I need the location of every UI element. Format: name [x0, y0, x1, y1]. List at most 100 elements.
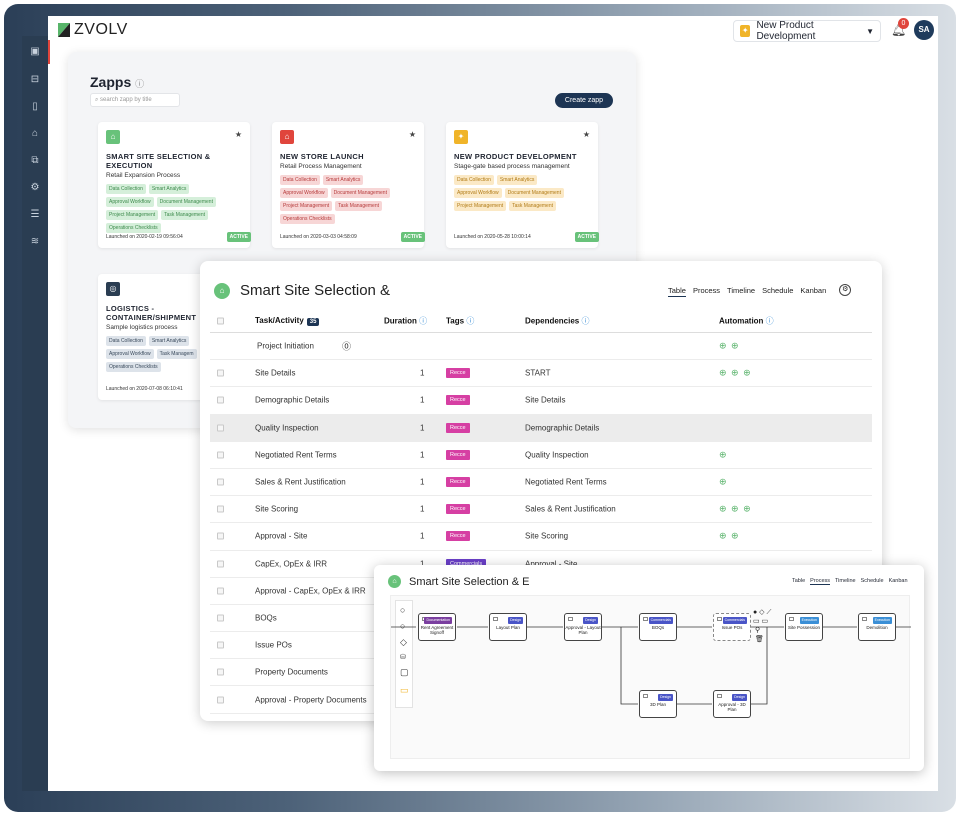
- row-checkbox[interactable]: [217, 424, 224, 432]
- card-title: NEW PRODUCT DEVELOPMENT: [454, 152, 577, 161]
- automation-icons[interactable]: ⊕ ⊕: [719, 340, 740, 351]
- process-node[interactable]: Design Approval - Layout Plan: [564, 613, 602, 641]
- clipboard-icon[interactable]: ▯: [32, 101, 38, 112]
- tab-kanban[interactable]: Kanban: [888, 578, 908, 584]
- tab-timeline[interactable]: Timeline: [835, 578, 856, 584]
- tab-process[interactable]: Process: [692, 286, 721, 295]
- row-checkbox[interactable]: [217, 587, 224, 595]
- zvolv-logo[interactable]: ZVOLV: [58, 21, 128, 39]
- table-row[interactable]: Negotiated Rent Terms 1 Recce Quality Inspe…: [210, 442, 872, 469]
- process-node[interactable]: Documentation Rent Agreement Signoff: [418, 613, 456, 641]
- select-all-checkbox[interactable]: [217, 317, 224, 325]
- col-duration: Duration ⓘ: [384, 316, 428, 326]
- row-checkbox[interactable]: [217, 396, 224, 404]
- card-title: SMART SITE SELECTION & EXECUTION: [106, 152, 211, 170]
- lock-icon[interactable]: ⌂: [31, 128, 39, 139]
- node-context-tools[interactable]: ● ◇ ⟋ ▭ ▭ ⚲ 🗑︎: [753, 609, 772, 643]
- row-checkbox[interactable]: [217, 478, 224, 486]
- process-node[interactable]: Design Layout Plan: [489, 613, 527, 641]
- tag: Approval Workflow: [106, 197, 154, 207]
- table-row[interactable]: Sales & Rent Justification 1 Recce Negotiat…: [210, 469, 872, 497]
- task-name: Demographic Details: [255, 395, 330, 405]
- dashboard-icon[interactable]: ▣: [30, 46, 40, 57]
- info-icon[interactable]: ⓘ: [135, 79, 145, 89]
- create-zapp-button[interactable]: Create zapp: [555, 93, 613, 108]
- start-event-icon[interactable]: ○: [400, 605, 406, 615]
- storage-icon[interactable]: ☰: [30, 209, 40, 220]
- process-node-selected[interactable]: Commercials Issue POs: [713, 613, 751, 641]
- row-checkbox[interactable]: [217, 641, 224, 649]
- zapp-card-smart-site[interactable]: ⌂ ★ SMART SITE SELECTION & EXECUTION Ret…: [98, 122, 251, 248]
- row-checkbox[interactable]: [217, 560, 224, 568]
- automation-icons[interactable]: ⊕ ⊕ ⊕: [719, 503, 752, 514]
- tab-kanban[interactable]: Kanban: [800, 286, 827, 295]
- table-row[interactable]: Site Scoring 1 Recce Sales & Rent Justifica…: [210, 496, 872, 524]
- end-event-icon[interactable]: ○: [400, 621, 406, 631]
- tab-schedule[interactable]: Schedule: [762, 286, 794, 295]
- help-icon[interactable]: ⓪: [342, 341, 352, 352]
- status-badge: ACTIVE: [400, 232, 425, 242]
- automation-icons[interactable]: ⊕ ⊕ ⊕: [719, 367, 752, 378]
- notification-bell[interactable]: 🔔︎ 0: [891, 18, 909, 39]
- process-canvas[interactable]: ○ ○ ◇ ⛁ ▢ ▭ Documentation Rent Agreemen: [390, 595, 911, 759]
- chevron-down-icon: ▼: [866, 26, 874, 36]
- tab-process[interactable]: Process: [810, 578, 831, 585]
- star-icon[interactable]: ★: [234, 130, 242, 139]
- tab-timeline[interactable]: Timeline: [727, 286, 756, 295]
- logo-text: ZVOLV: [74, 21, 128, 38]
- table-row[interactable]: Approval - Site 1 Recce Site Scoring ⊕ ⊕: [210, 523, 872, 551]
- zapp-card-new-store[interactable]: ⌂ ★ NEW STORE LAUNCH Retail Process Mana…: [272, 122, 425, 248]
- card-subtitle: Stage-gate based process management: [454, 163, 570, 170]
- annotation-icon[interactable]: ▭: [400, 685, 409, 695]
- inbox-icon[interactable]: ⊟: [30, 74, 40, 85]
- project-selector[interactable]: ✦ New Product Development ▼: [733, 20, 881, 42]
- gateway-icon[interactable]: ◇: [400, 637, 407, 647]
- task-name: CapEx, OpEx & IRR: [255, 559, 328, 569]
- process-node[interactable]: Execution Site Possession: [785, 613, 823, 641]
- table-row[interactable]: Demographic Details 1 Recce Site Details: [210, 387, 872, 415]
- row-checkbox[interactable]: [217, 532, 224, 540]
- row-checkbox[interactable]: [217, 505, 224, 513]
- automation-icons[interactable]: ⊕ ⊕: [719, 530, 740, 541]
- layers-icon[interactable]: ≋: [30, 236, 40, 247]
- process-node[interactable]: Commercials BOQs: [639, 613, 677, 641]
- process-node[interactable]: Design Approval - 3D Plan: [713, 690, 751, 718]
- row-checkbox[interactable]: [217, 668, 224, 676]
- table-row[interactable]: Site Details 1 Recce START ⊕ ⊕ ⊕: [210, 360, 872, 388]
- view-tabs: Table Process Timeline Schedule Kanban: [792, 578, 908, 585]
- copy-icon[interactable]: ⧉: [31, 155, 39, 166]
- table-row[interactable]: Quality Inspection 1 Recce Demographic Deta…: [210, 414, 872, 442]
- tab-schedule[interactable]: Schedule: [860, 578, 884, 584]
- task-shape-icon[interactable]: ▢: [400, 667, 409, 677]
- table-row[interactable]: Project Initiation ⓪ ⊕ ⊕: [210, 333, 872, 361]
- row-checkbox[interactable]: [217, 369, 224, 377]
- star-icon[interactable]: ★: [408, 130, 416, 139]
- process-node[interactable]: Execution Demolition: [858, 613, 896, 641]
- tab-table[interactable]: Table: [792, 578, 806, 584]
- tag: Approval Workflow: [280, 188, 328, 198]
- row-checkbox[interactable]: [217, 614, 224, 622]
- task-dependency: Site Scoring: [525, 531, 569, 541]
- zapp-card-new-product[interactable]: ✦ ★ NEW PRODUCT DEVELOPMENT Stage-gate b…: [446, 122, 599, 248]
- star-icon[interactable]: ★: [582, 130, 590, 139]
- task-tag: Recce: [446, 395, 470, 406]
- gear-icon[interactable]: ⚙: [839, 284, 852, 296]
- task-tag: Recce: [446, 449, 470, 460]
- tag: Task Managem: [156, 349, 197, 359]
- tab-table[interactable]: Table: [668, 286, 686, 297]
- col-tags: Tags ⓘ: [446, 316, 475, 326]
- row-checkbox[interactable]: [217, 451, 224, 459]
- data-store-icon[interactable]: ⛁: [400, 654, 406, 661]
- settings-icon[interactable]: ⚙: [30, 182, 40, 193]
- row-checkbox[interactable]: [217, 696, 224, 704]
- tag: Operations Checklists: [106, 362, 161, 372]
- automation-icons[interactable]: ⊕: [719, 476, 728, 487]
- tag: Project Management: [454, 201, 507, 211]
- search-input[interactable]: ⌕ search zapp by title: [90, 93, 180, 107]
- process-node[interactable]: Design 3D Plan: [639, 690, 677, 718]
- automation-icons[interactable]: ⊕: [719, 449, 728, 460]
- home-icon: ⌂: [106, 130, 120, 144]
- tag: Approval Workflow: [106, 349, 154, 359]
- avatar[interactable]: SA: [914, 20, 934, 40]
- task-name: Site Details: [255, 368, 296, 378]
